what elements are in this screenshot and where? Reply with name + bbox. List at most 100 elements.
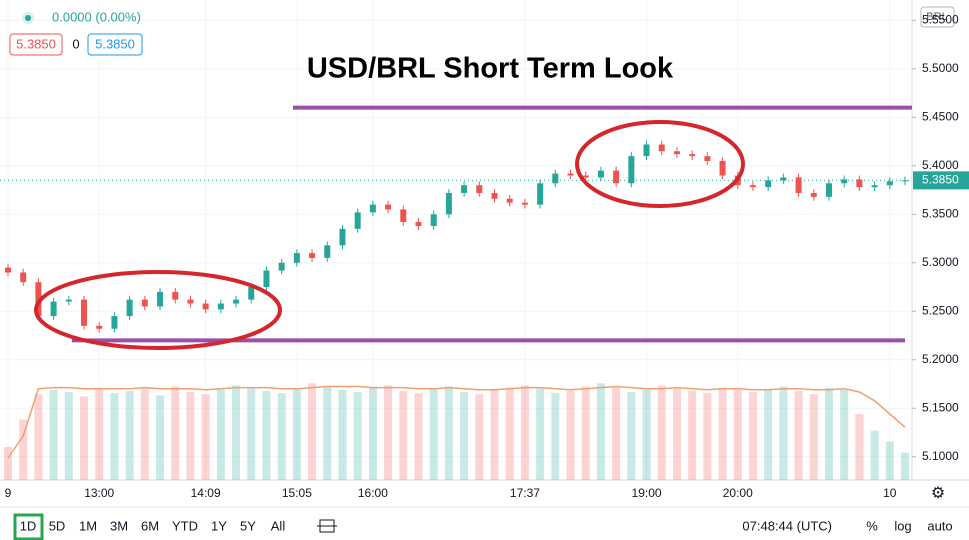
last-price-box [913,171,969,190]
y-tick-label: 5.1000 [922,449,959,463]
volume-bar [596,383,605,480]
volume-bar [368,387,377,480]
candle-body [430,214,437,226]
change-text: 0.0000 (0.00%) [52,9,141,24]
candle-body [126,299,133,317]
candle-body [856,179,863,188]
volume-bar [95,387,104,480]
volume-ma [7,385,906,459]
volume-bar [80,396,89,480]
volume-bar [125,390,134,480]
range-button[interactable]: 6M [141,518,159,533]
volume-bar [764,388,773,480]
candle-body [20,272,27,283]
scale-option[interactable]: log [894,518,911,533]
volume-bar [885,441,894,480]
clock: 07:48:44 (UTC) [742,518,832,533]
volume-bar [794,390,803,480]
volume-bar [186,392,195,480]
range-button[interactable]: 5Y [240,518,256,533]
currency: BRL [926,11,947,23]
candle-body [841,179,848,184]
volume-bar [49,389,58,480]
candle-body [278,262,285,271]
candle-body [81,299,88,326]
scale-option[interactable]: auto [927,518,952,533]
volume-bar [505,387,514,480]
candle-body [658,144,665,152]
volume-bar [748,392,757,480]
candle-body [597,170,604,178]
status-dot [25,15,31,21]
volume-bar [627,392,636,480]
ask-price[interactable]: 5.3850 [95,36,135,51]
candle-body [461,185,468,193]
range-button[interactable]: YTD [172,518,198,533]
volume-bar [824,387,833,480]
compare-icon[interactable] [317,519,337,533]
volume-bar [247,387,256,480]
bid-box [9,33,63,56]
volume-bar [34,394,43,480]
candle-body [810,192,817,197]
bid-price[interactable]: 5.3850 [16,36,56,51]
candle-body [293,253,300,263]
scale-option[interactable]: % [866,518,878,533]
x-tick-label: 15:05 [282,486,312,500]
y-tick-label: 5.3000 [922,255,959,269]
volume-bar [277,393,286,480]
candle-body [324,245,331,258]
x-tick-label: 9 [5,486,12,500]
volume-bar [201,394,210,480]
candle-body [780,177,787,181]
candle-body [217,303,224,310]
candle-body [749,185,756,188]
spread: 0 [72,36,79,51]
settings-icon[interactable]: ⚙ [931,485,945,502]
volume-bar [779,386,788,480]
chart-title: USD/BRL Short Term Look [307,53,674,85]
x-tick-label: 19:00 [632,486,662,500]
candle-body [582,175,589,178]
candle-body [871,185,878,188]
candle-body [704,156,711,161]
volume-bar [612,387,621,480]
volume-bar [110,393,119,480]
candles [0,105,912,343]
y-tick-label: 5.2500 [922,303,959,317]
volume-bar [414,393,423,480]
volume-bar [323,386,332,480]
range-button[interactable]: All [271,518,286,533]
y-tick-label: 5.1500 [922,400,959,414]
x-tick-label: 10 [883,486,897,500]
volume-bar [444,386,453,480]
volume-bar [156,395,165,480]
volume-pane [4,383,909,480]
candle-body [187,299,194,304]
volume-bar [4,447,12,480]
candle-body [50,301,57,317]
volume-bar [672,388,681,480]
x-tick-label: 16:00 [358,486,388,500]
range-button[interactable]: 1Y [211,518,227,533]
candle-body [552,173,559,184]
volume-bar [551,393,560,480]
volume-bar [870,430,879,480]
candle-body [141,299,148,307]
range-button[interactable]: 5D [49,518,66,533]
range-button[interactable]: 1M [79,518,97,533]
candle-body [385,204,392,210]
volume-bar [642,389,651,480]
x-tick-label: 13:00 [84,486,114,500]
volume-bar [657,385,666,480]
volume-bar [171,386,180,480]
volume-bar [429,388,438,480]
volume-bar [384,385,393,480]
candle-body [111,316,118,329]
range-button[interactable]: 3M [110,518,128,533]
volume-bar [19,419,28,480]
candle-body [202,303,209,310]
candle-body [65,299,72,302]
range-button[interactable]: 1D [20,518,37,533]
